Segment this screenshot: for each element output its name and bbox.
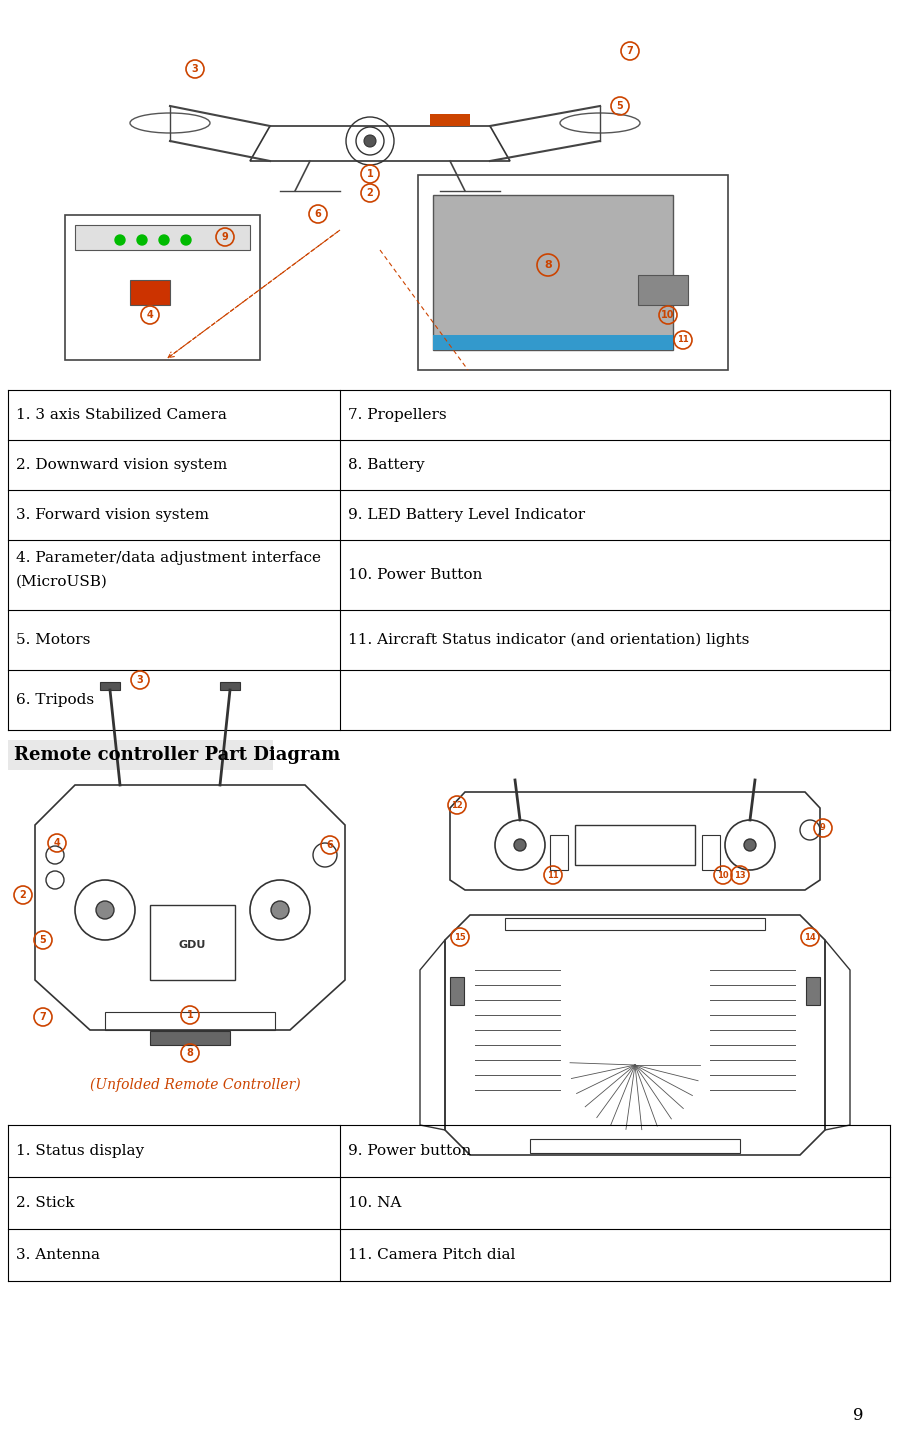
Text: 1. Status display: 1. Status display (16, 1144, 144, 1157)
Bar (550, 834, 568, 870)
Text: 13: 13 (735, 870, 746, 879)
Text: 2. Downward vision system: 2. Downward vision system (16, 458, 227, 472)
Bar (433, 335, 673, 350)
Circle shape (115, 236, 125, 246)
Text: 14: 14 (804, 932, 816, 942)
Circle shape (364, 135, 376, 146)
Text: 5: 5 (617, 101, 623, 111)
Text: 2: 2 (20, 890, 26, 900)
Bar (806, 976, 820, 1005)
Text: 8: 8 (544, 260, 552, 270)
Bar (702, 834, 720, 870)
Bar (100, 682, 120, 691)
Text: 3. Forward vision system: 3. Forward vision system (16, 508, 209, 523)
Bar (150, 905, 235, 979)
Text: 10. NA: 10. NA (348, 1196, 401, 1211)
Bar (418, 175, 728, 370)
Text: 3: 3 (191, 65, 198, 75)
Text: 1. 3 axis Stabilized Camera: 1. 3 axis Stabilized Camera (16, 408, 227, 422)
Circle shape (181, 236, 191, 246)
Text: 4. Parameter/data adjustment interface: 4. Parameter/data adjustment interface (16, 551, 321, 564)
Text: 10: 10 (718, 870, 729, 879)
Text: 11: 11 (547, 870, 559, 879)
Text: 7: 7 (627, 46, 633, 56)
Text: 4: 4 (146, 310, 154, 320)
Circle shape (137, 236, 147, 246)
Text: 9. LED Battery Level Indicator: 9. LED Battery Level Indicator (348, 508, 585, 523)
Bar (220, 682, 240, 691)
Text: 9. Power button: 9. Power button (348, 1144, 471, 1157)
Bar (105, 1012, 275, 1030)
Text: 3: 3 (136, 675, 144, 685)
Circle shape (514, 839, 526, 852)
Text: 5. Motors: 5. Motors (16, 633, 91, 648)
Text: 1: 1 (187, 1010, 193, 1020)
Bar (65, 215, 260, 360)
Circle shape (159, 236, 169, 246)
Text: (Unfolded Remote Controller): (Unfolded Remote Controller) (90, 1078, 300, 1093)
Bar (575, 826, 695, 864)
Text: 15: 15 (454, 932, 466, 942)
Circle shape (744, 839, 756, 852)
Text: 3. Antenna: 3. Antenna (16, 1248, 100, 1262)
Text: 7: 7 (40, 1012, 47, 1022)
Text: 10. Power Button: 10. Power Button (348, 569, 482, 582)
Text: 11. Camera Pitch dial: 11. Camera Pitch dial (348, 1248, 515, 1262)
Text: 9: 9 (222, 233, 228, 243)
Bar (450, 976, 464, 1005)
Bar (430, 113, 470, 126)
Bar (433, 195, 673, 350)
Text: 4: 4 (54, 839, 60, 849)
Bar (150, 1031, 230, 1045)
Text: 2. Stick: 2. Stick (16, 1196, 75, 1211)
Text: Remote controller Part Diagram: Remote controller Part Diagram (14, 745, 340, 764)
Text: 8. Battery: 8. Battery (348, 458, 425, 472)
Text: 11: 11 (677, 336, 689, 345)
Bar (75, 225, 250, 250)
Text: 10: 10 (661, 310, 674, 320)
Text: 5: 5 (40, 935, 47, 945)
Text: 6. Tripods: 6. Tripods (16, 694, 94, 707)
Text: 6: 6 (314, 210, 321, 220)
Bar (505, 918, 765, 931)
Bar (638, 276, 688, 304)
Text: 7. Propellers: 7. Propellers (348, 408, 446, 422)
Circle shape (96, 900, 114, 919)
Bar (530, 1139, 740, 1153)
Text: (MicroUSB): (MicroUSB) (16, 574, 108, 589)
Bar (130, 280, 170, 304)
Text: 9: 9 (853, 1407, 863, 1425)
Circle shape (271, 900, 289, 919)
Bar (8, 740, 273, 770)
Text: 11. Aircraft Status indicator (and orientation) lights: 11. Aircraft Status indicator (and orien… (348, 633, 749, 648)
Text: 9: 9 (820, 823, 826, 833)
Text: GDU: GDU (179, 941, 206, 951)
Text: 6: 6 (327, 840, 333, 850)
Text: 8: 8 (187, 1048, 193, 1058)
Text: 2: 2 (366, 188, 374, 198)
Text: 12: 12 (451, 800, 462, 810)
Text: 1: 1 (366, 169, 374, 180)
